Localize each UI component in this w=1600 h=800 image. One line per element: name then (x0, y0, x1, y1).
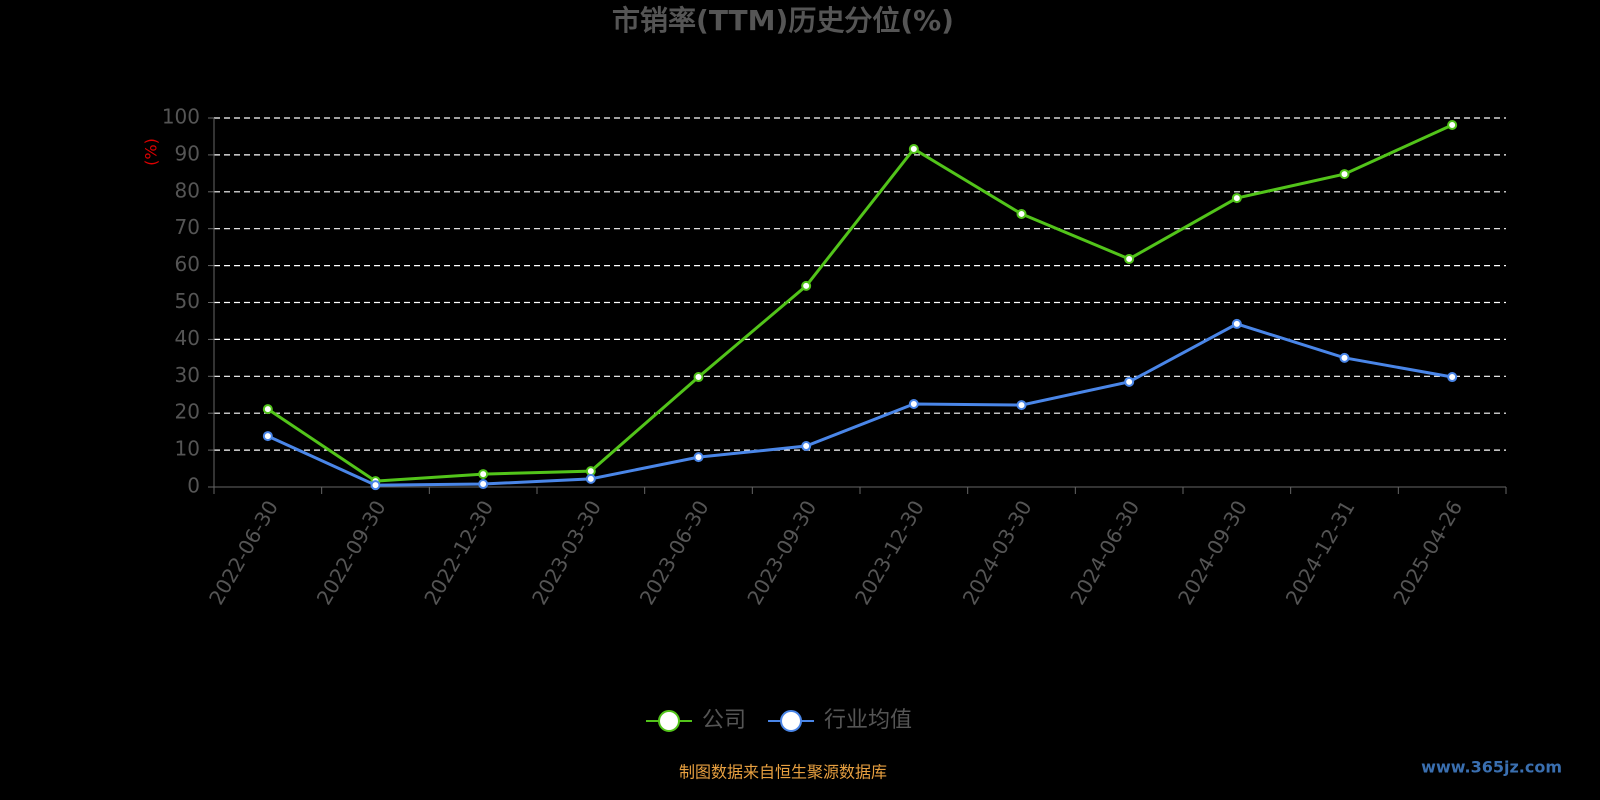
source-note: 制图数据来自恒生聚源数据库 (679, 763, 887, 782)
y-tick-label: 60 (175, 252, 200, 276)
data-point (262, 431, 273, 442)
legend-label: 公司 (702, 708, 746, 733)
data-point (370, 480, 381, 491)
series-line (266, 123, 1453, 483)
data-point (1016, 400, 1027, 411)
y-tick-label: 70 (175, 215, 200, 239)
data-point (262, 404, 273, 415)
data-point (801, 280, 812, 291)
y-tick-label: 40 (175, 326, 200, 350)
chart: 市销率(TTM)历史分位(%) (%) 制图数据来自恒生聚源数据库 www.36… (0, 0, 1568, 784)
y-tick-label: 100 (162, 105, 200, 129)
legend-label: 行业均值 (824, 708, 912, 733)
data-point (693, 452, 704, 463)
data-point (1339, 352, 1350, 363)
series-line (267, 322, 1453, 487)
data-point (478, 469, 489, 480)
y-tick-label: 80 (175, 178, 200, 202)
data-point (1447, 120, 1458, 131)
data-point (908, 143, 919, 154)
data-point (1231, 318, 1242, 329)
y-tick-label: 0 (187, 474, 200, 498)
legend-marker (780, 710, 803, 732)
y-tick-label: 20 (175, 400, 200, 424)
y-tick-label: 30 (175, 363, 200, 387)
data-point (1339, 169, 1350, 180)
legend-marker (658, 710, 680, 732)
data-point (801, 441, 812, 452)
y-tick-label: 10 (175, 437, 200, 461)
y-axis-label: (%) (142, 138, 161, 166)
watermark: www.365jz.com (1421, 758, 1562, 777)
data-point (478, 479, 489, 490)
data-point (585, 473, 596, 484)
data-point (693, 372, 704, 383)
data-point (1016, 208, 1027, 219)
data-point (1124, 253, 1135, 264)
chart-title: 市销率(TTM)历史分位(%) (612, 4, 954, 37)
data-point (908, 398, 919, 409)
data-point (1447, 372, 1458, 383)
y-tick-label: 90 (175, 141, 200, 165)
data-point (1124, 376, 1135, 387)
data-point (1231, 193, 1242, 204)
background (0, 0, 1568, 784)
y-tick-label: 50 (175, 289, 200, 313)
